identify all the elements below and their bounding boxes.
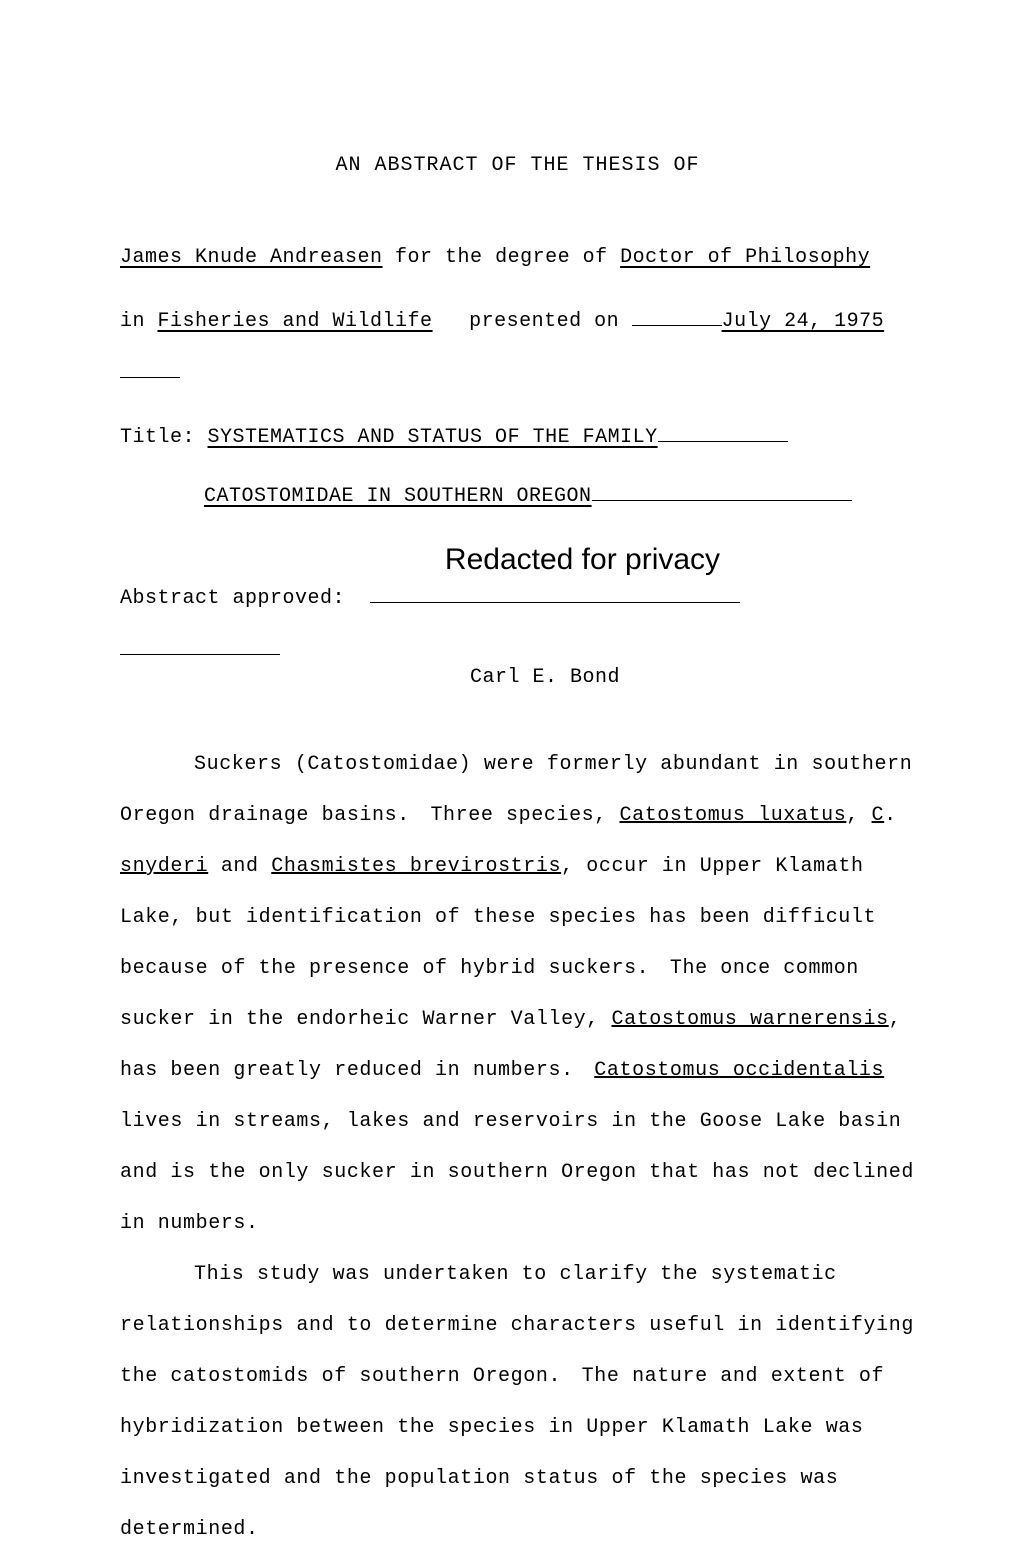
abstract-body: Suckers (Catostomidae) were formerly abu…: [120, 739, 915, 1555]
thesis-title-line2-wrapper: CATOSTOMIDAE IN SOUTHERN OREGON: [120, 471, 915, 523]
thesis-title-line1: Title: SYSTEMATICS AND STATUS OF THE FAM…: [120, 412, 915, 464]
presented-label: presented on: [457, 310, 632, 333]
degree-prefix: for the degree of: [383, 246, 621, 269]
presentation-date: July 24, 1975: [722, 310, 885, 333]
supervisor-name: Carl E. Bond: [470, 666, 620, 689]
header-title-text: AN ABSTRACT OF THE THESIS OF: [335, 154, 699, 177]
author-degree-line: James Knude Andreasen for the degree of …: [120, 232, 915, 284]
redacted-text: Redacted for privacy: [445, 543, 720, 576]
title-label: Title:: [120, 426, 208, 449]
thesis-title-block: Title: SYSTEMATICS AND STATUS OF THE FAM…: [120, 412, 915, 523]
thesis-title-2: CATOSTOMIDAE IN SOUTHERN OREGON: [204, 485, 592, 508]
abstract-para-1: Suckers (Catostomidae) were formerly abu…: [120, 739, 915, 1249]
department-date-line: in Fisheries and Wildlife presented on J…: [120, 296, 915, 400]
abstract-para-2: This study was undertaken to clarify the…: [120, 1249, 915, 1555]
department: Fisheries and Wildlife: [158, 310, 433, 333]
thesis-title-1: SYSTEMATICS AND STATUS OF THE FAMILY: [208, 426, 658, 449]
author-name: James Knude Andreasen: [120, 246, 383, 269]
degree: Doctor of Philosophy: [620, 246, 870, 269]
approved-label: Abstract approved:: [120, 587, 345, 610]
abstract-header: AN ABSTRACT OF THE THESIS OF: [120, 140, 915, 192]
dept-prefix: in: [120, 310, 158, 333]
